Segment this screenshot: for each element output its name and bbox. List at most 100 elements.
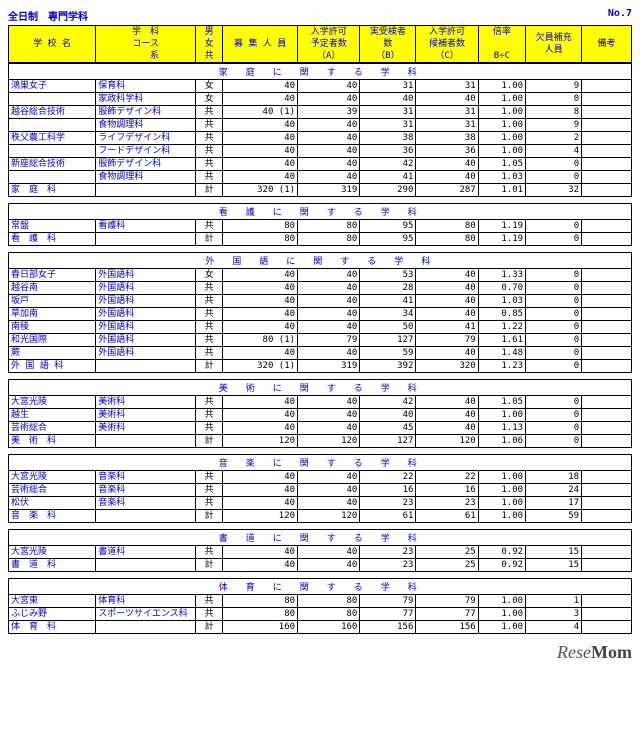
school-name: 坂戸 [9, 295, 96, 308]
ratio: 1.00 [478, 145, 525, 158]
col-b: 61 [360, 510, 416, 523]
col-b: 23 [360, 497, 416, 510]
sex: 共 [195, 119, 222, 132]
dept-name [96, 233, 196, 246]
section-table: 常盤看護科共808095801.190看 護 科計808095801.190 [8, 219, 632, 246]
school-name: 書 道 科 [9, 559, 96, 572]
ratio: 0.92 [478, 559, 525, 572]
sex: 共 [195, 422, 222, 435]
col-a: 80 [298, 608, 360, 621]
col-b: 22 [360, 471, 416, 484]
sex: 共 [195, 497, 222, 510]
dept-name: 家政科学科 [96, 93, 196, 106]
col-header-c10: 備考 [582, 26, 632, 63]
col-c: 25 [416, 559, 478, 572]
col-c: 38 [416, 132, 478, 145]
table-row: 松伏音楽科共404023231.0017 [9, 497, 632, 510]
school-name: 和光国際 [9, 334, 96, 347]
sex: 共 [195, 546, 222, 559]
total-row: 外 国 語 科計320 (1)3193923201.230 [9, 360, 632, 373]
title-left: 全日制 専門学科 [8, 8, 88, 23]
table-row: 常盤看護科共808095801.190 [9, 220, 632, 233]
sex: 共 [195, 171, 222, 184]
col-b: 50 [360, 321, 416, 334]
note [582, 184, 632, 197]
total-row: 体 育 科計1601601561561.004 [9, 621, 632, 634]
col-a: 40 [298, 546, 360, 559]
dept-name: 音楽科 [96, 484, 196, 497]
dept-name: 音楽科 [96, 471, 196, 484]
note [582, 233, 632, 246]
table-row: 和光国際外国語科共80 (1)79127791.610 [9, 334, 632, 347]
vacancy: 59 [526, 510, 582, 523]
dept-name [96, 559, 196, 572]
sex: 共 [195, 321, 222, 334]
col-header-c2: 学 科コース 系 [96, 26, 196, 63]
note [582, 396, 632, 409]
vacancy: 17 [526, 497, 582, 510]
table-row: ふじみ野スポーツサイエンス科共808077771.003 [9, 608, 632, 621]
col-b: 41 [360, 171, 416, 184]
sex: 計 [195, 360, 222, 373]
recruit: 40 [223, 145, 298, 158]
recruit: 40 [223, 559, 298, 572]
ratio: 1.00 [478, 80, 525, 93]
col-a: 80 [298, 233, 360, 246]
col-c: 40 [416, 282, 478, 295]
ratio: 1.03 [478, 295, 525, 308]
dept-name: 看護科 [96, 220, 196, 233]
ratio: 1.00 [478, 621, 525, 634]
note [582, 559, 632, 572]
recruit: 80 (1) [223, 334, 298, 347]
section-title: 看 護 に 関 す る 学 科 [8, 203, 632, 219]
ratio: 0.70 [478, 282, 525, 295]
ratio: 1.13 [478, 422, 525, 435]
col-c: 287 [416, 184, 478, 197]
total-row: 美 術 科計1201201271201.060 [9, 435, 632, 448]
col-c: 320 [416, 360, 478, 373]
sex: 計 [195, 559, 222, 572]
ratio: 0.85 [478, 308, 525, 321]
col-header-c7: 入学許可候補者数（C） [416, 26, 478, 63]
col-c: 61 [416, 510, 478, 523]
note [582, 80, 632, 93]
col-a: 40 [298, 484, 360, 497]
ratio: 1.00 [478, 471, 525, 484]
vacancy: 18 [526, 471, 582, 484]
col-c: 22 [416, 471, 478, 484]
note [582, 106, 632, 119]
school-name: 看 護 科 [9, 233, 96, 246]
vacancy: 0 [526, 308, 582, 321]
col-c: 77 [416, 608, 478, 621]
dept-name: 外国語科 [96, 321, 196, 334]
recruit: 320 (1) [223, 360, 298, 373]
note [582, 347, 632, 360]
col-a: 40 [298, 559, 360, 572]
col-b: 31 [360, 106, 416, 119]
ratio: 1.00 [478, 119, 525, 132]
table-row: 南稜外国語科共404050411.220 [9, 321, 632, 334]
recruit: 40 [223, 471, 298, 484]
dept-name: 体育科 [96, 595, 196, 608]
vacancy: 0 [526, 220, 582, 233]
col-c: 16 [416, 484, 478, 497]
recruit: 40 [223, 347, 298, 360]
dept-name [96, 510, 196, 523]
ratio: 0.92 [478, 546, 525, 559]
recruit: 40 [223, 497, 298, 510]
vacancy: 0 [526, 409, 582, 422]
col-a: 40 [298, 93, 360, 106]
sex: 共 [195, 145, 222, 158]
dept-name: 服飾デザイン科 [96, 106, 196, 119]
ratio: 1.05 [478, 158, 525, 171]
col-a: 40 [298, 295, 360, 308]
school-name [9, 119, 96, 132]
recruit: 40 [223, 269, 298, 282]
recruit: 40 [223, 93, 298, 106]
col-c: 40 [416, 93, 478, 106]
table-row: 家政科学科女404040401.000 [9, 93, 632, 106]
vacancy: 0 [526, 158, 582, 171]
col-a: 40 [298, 396, 360, 409]
section-table: 春日部女子外国語科女404053401.330越谷南外国語科共404028400… [8, 268, 632, 373]
col-c: 40 [416, 396, 478, 409]
